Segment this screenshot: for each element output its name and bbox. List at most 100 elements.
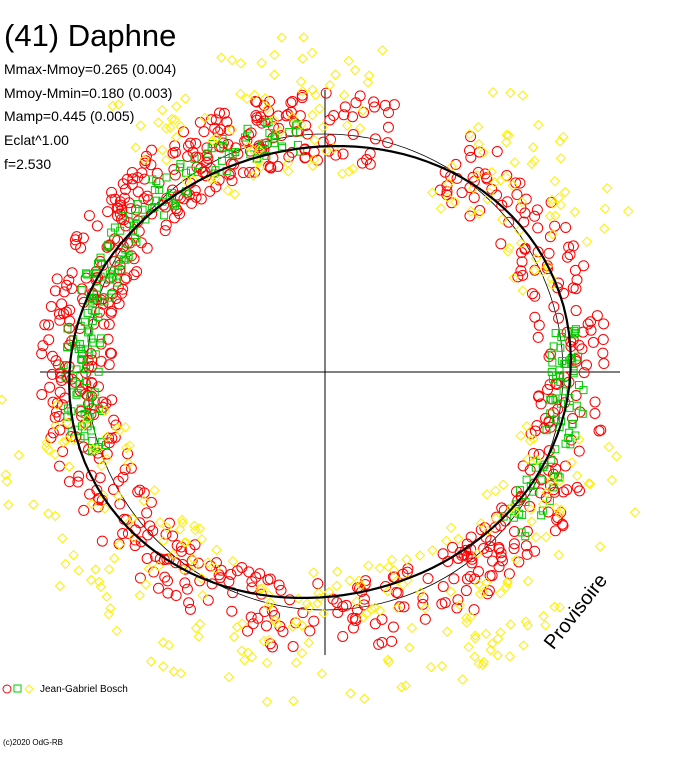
data-point-yellow <box>527 433 539 445</box>
data-point-yellow <box>283 166 294 177</box>
data-point-red <box>223 124 235 136</box>
data-point-green <box>90 388 99 397</box>
data-point-red <box>231 565 243 577</box>
stat-max: Mmax-Mmoy=0.265 (0.004) <box>4 61 177 77</box>
data-point-red <box>134 572 146 584</box>
data-point-yellow <box>262 103 273 114</box>
data-point-red <box>557 486 569 498</box>
data-point-red <box>169 169 181 181</box>
data-point-red <box>108 414 120 426</box>
data-point-red <box>582 318 594 330</box>
data-point-red <box>218 107 230 119</box>
chart-title: (41) Daphne <box>4 18 177 53</box>
data-point-green <box>219 143 228 152</box>
data-point-yellow <box>353 575 365 586</box>
data-point-red <box>508 538 520 550</box>
data-point-red <box>182 150 194 162</box>
data-point-yellow <box>361 608 372 620</box>
data-point-red <box>422 573 434 585</box>
data-point-red <box>598 358 610 370</box>
data-point-yellow <box>420 603 431 614</box>
data-point-red <box>223 576 235 588</box>
data-point-yellow <box>68 549 79 561</box>
data-point-red <box>114 196 126 208</box>
data-point-red <box>559 460 571 472</box>
data-point-yellow <box>470 633 481 644</box>
data-point-yellow <box>296 647 308 659</box>
data-point-yellow <box>264 597 276 608</box>
data-point-green <box>83 270 92 279</box>
data-point-red <box>312 578 324 590</box>
data-point-red <box>419 613 431 625</box>
data-point-yellow <box>477 659 489 670</box>
data-point-green <box>148 175 157 184</box>
data-point-red <box>567 412 579 424</box>
data-point-red <box>585 324 597 336</box>
data-point-green <box>208 140 217 149</box>
data-point-yellow <box>0 469 11 480</box>
data-point-yellow <box>256 57 267 69</box>
data-point-red <box>176 545 188 557</box>
data-point-green <box>565 394 574 403</box>
data-point-yellow <box>388 564 399 576</box>
data-point-yellow <box>123 458 134 469</box>
data-point-red <box>109 193 121 205</box>
data-point-red <box>472 566 484 578</box>
data-point-yellow <box>282 158 294 169</box>
data-point-yellow <box>323 586 335 598</box>
data-point-yellow <box>113 99 124 110</box>
data-point-yellow <box>210 563 221 574</box>
data-point-green <box>77 349 86 358</box>
data-point-yellow <box>345 688 356 699</box>
data-point-red <box>398 601 410 613</box>
data-point-red <box>146 144 158 156</box>
data-point-red <box>308 615 320 627</box>
data-point-red <box>39 319 51 331</box>
data-point-yellow <box>317 122 328 133</box>
data-point-red <box>468 192 480 204</box>
data-point-yellow <box>555 153 567 164</box>
data-point-yellow <box>49 449 61 460</box>
data-point-yellow <box>495 175 506 186</box>
data-point-red <box>532 222 544 234</box>
data-point-yellow <box>229 188 241 200</box>
data-point-green <box>91 307 100 316</box>
data-point-yellow <box>427 545 438 556</box>
data-point-red <box>198 126 210 138</box>
data-point-yellow <box>553 192 564 204</box>
data-point-yellow <box>495 627 506 638</box>
data-point-red <box>60 306 72 318</box>
data-point-red <box>195 193 207 205</box>
data-point-yellow <box>99 405 111 416</box>
data-point-yellow <box>43 444 54 455</box>
data-point-red <box>159 571 171 583</box>
data-point-yellow <box>306 47 318 58</box>
data-point-green <box>132 237 141 246</box>
data-point-red <box>379 99 391 111</box>
data-point-yellow <box>606 474 618 486</box>
data-point-yellow <box>546 475 557 486</box>
data-point-yellow <box>508 272 519 284</box>
data-point-yellow <box>164 122 176 133</box>
data-point-yellow <box>544 210 556 222</box>
data-point-yellow <box>354 123 366 134</box>
data-point-red <box>246 582 258 594</box>
data-point-yellow <box>64 461 75 472</box>
data-point-yellow <box>193 631 204 642</box>
data-point-red <box>91 220 103 232</box>
data-point-red <box>382 121 394 133</box>
data-point-yellow <box>490 513 502 524</box>
data-point-red <box>436 598 448 610</box>
data-point-green <box>72 390 81 399</box>
data-point-yellow <box>263 589 274 601</box>
data-point-red <box>205 114 217 126</box>
data-point-yellow <box>96 460 107 472</box>
data-point-yellow <box>297 53 308 64</box>
data-point-red <box>585 316 597 328</box>
data-point-red <box>368 96 380 108</box>
data-point-red <box>368 101 380 113</box>
data-point-green <box>131 212 140 221</box>
data-point-yellow <box>60 558 71 570</box>
data-point-yellow <box>180 93 191 104</box>
data-point-yellow <box>400 680 411 691</box>
